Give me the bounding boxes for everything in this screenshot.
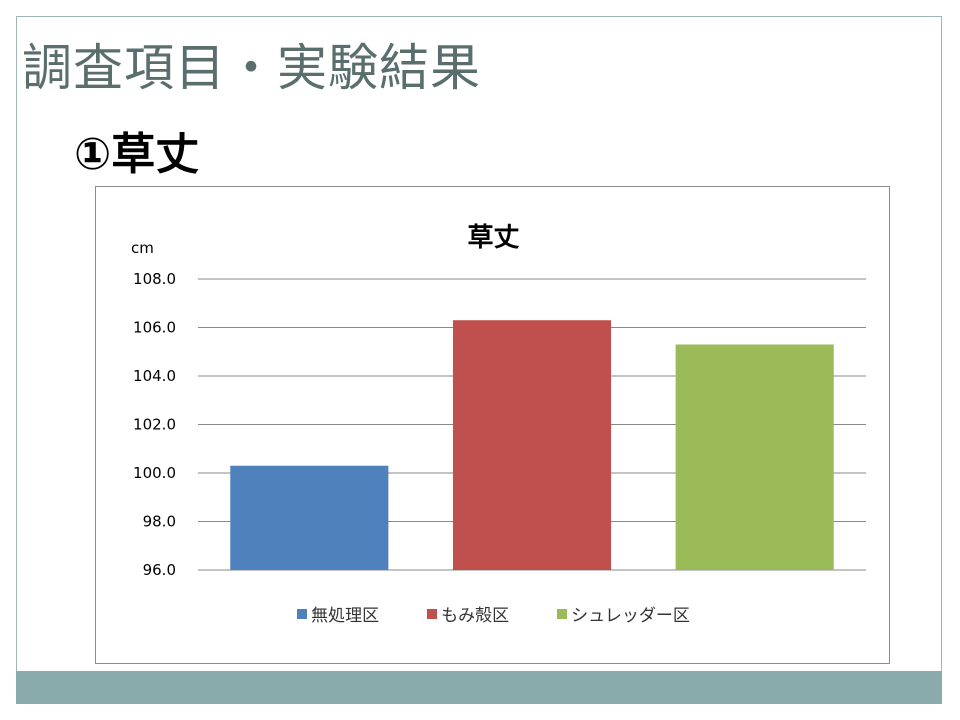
y-tick-label: 108.0 [133,270,176,288]
y-axis-unit-label: cm [131,239,154,257]
footer-band [16,671,942,704]
legend-item: シュレッダー区 [557,601,690,626]
slide-subtitle: ①草丈 [74,129,200,180]
bar [230,465,389,570]
y-tick-label: 102.0 [133,416,176,434]
chart-plot: 96.0 98.0 100.0 102.0 104.0 106.0 108.0 [133,270,866,579]
legend-item: もみ殻区 [427,601,509,626]
legend-label: シュレッダー区 [571,606,690,626]
legend-item: 無処理区 [297,601,379,626]
legend-swatch [557,608,568,619]
y-tick-label: 100.0 [133,464,176,482]
y-tick-label: 96.0 [143,561,176,579]
y-tick-label: 98.0 [143,513,176,531]
bar [452,320,612,570]
slide-title: 調査項目・実験結果 [22,39,481,97]
legend-label: 無処理区 [311,606,380,626]
chart-area: 草丈 cm 96.0 98.0 100.0 102.0 104.0 106.0 108.0 … [95,186,890,664]
y-tick-label: 104.0 [133,367,176,385]
legend-swatch [297,608,308,619]
legend-swatch [427,608,438,619]
chart-title: 草丈 [467,223,520,253]
legend-label: もみ殻区 [441,606,510,626]
y-tick-label: 106.0 [133,319,176,337]
chart-legend: 無処理区 もみ殻区 シュレッダー区 [96,601,891,626]
bar [675,344,834,570]
